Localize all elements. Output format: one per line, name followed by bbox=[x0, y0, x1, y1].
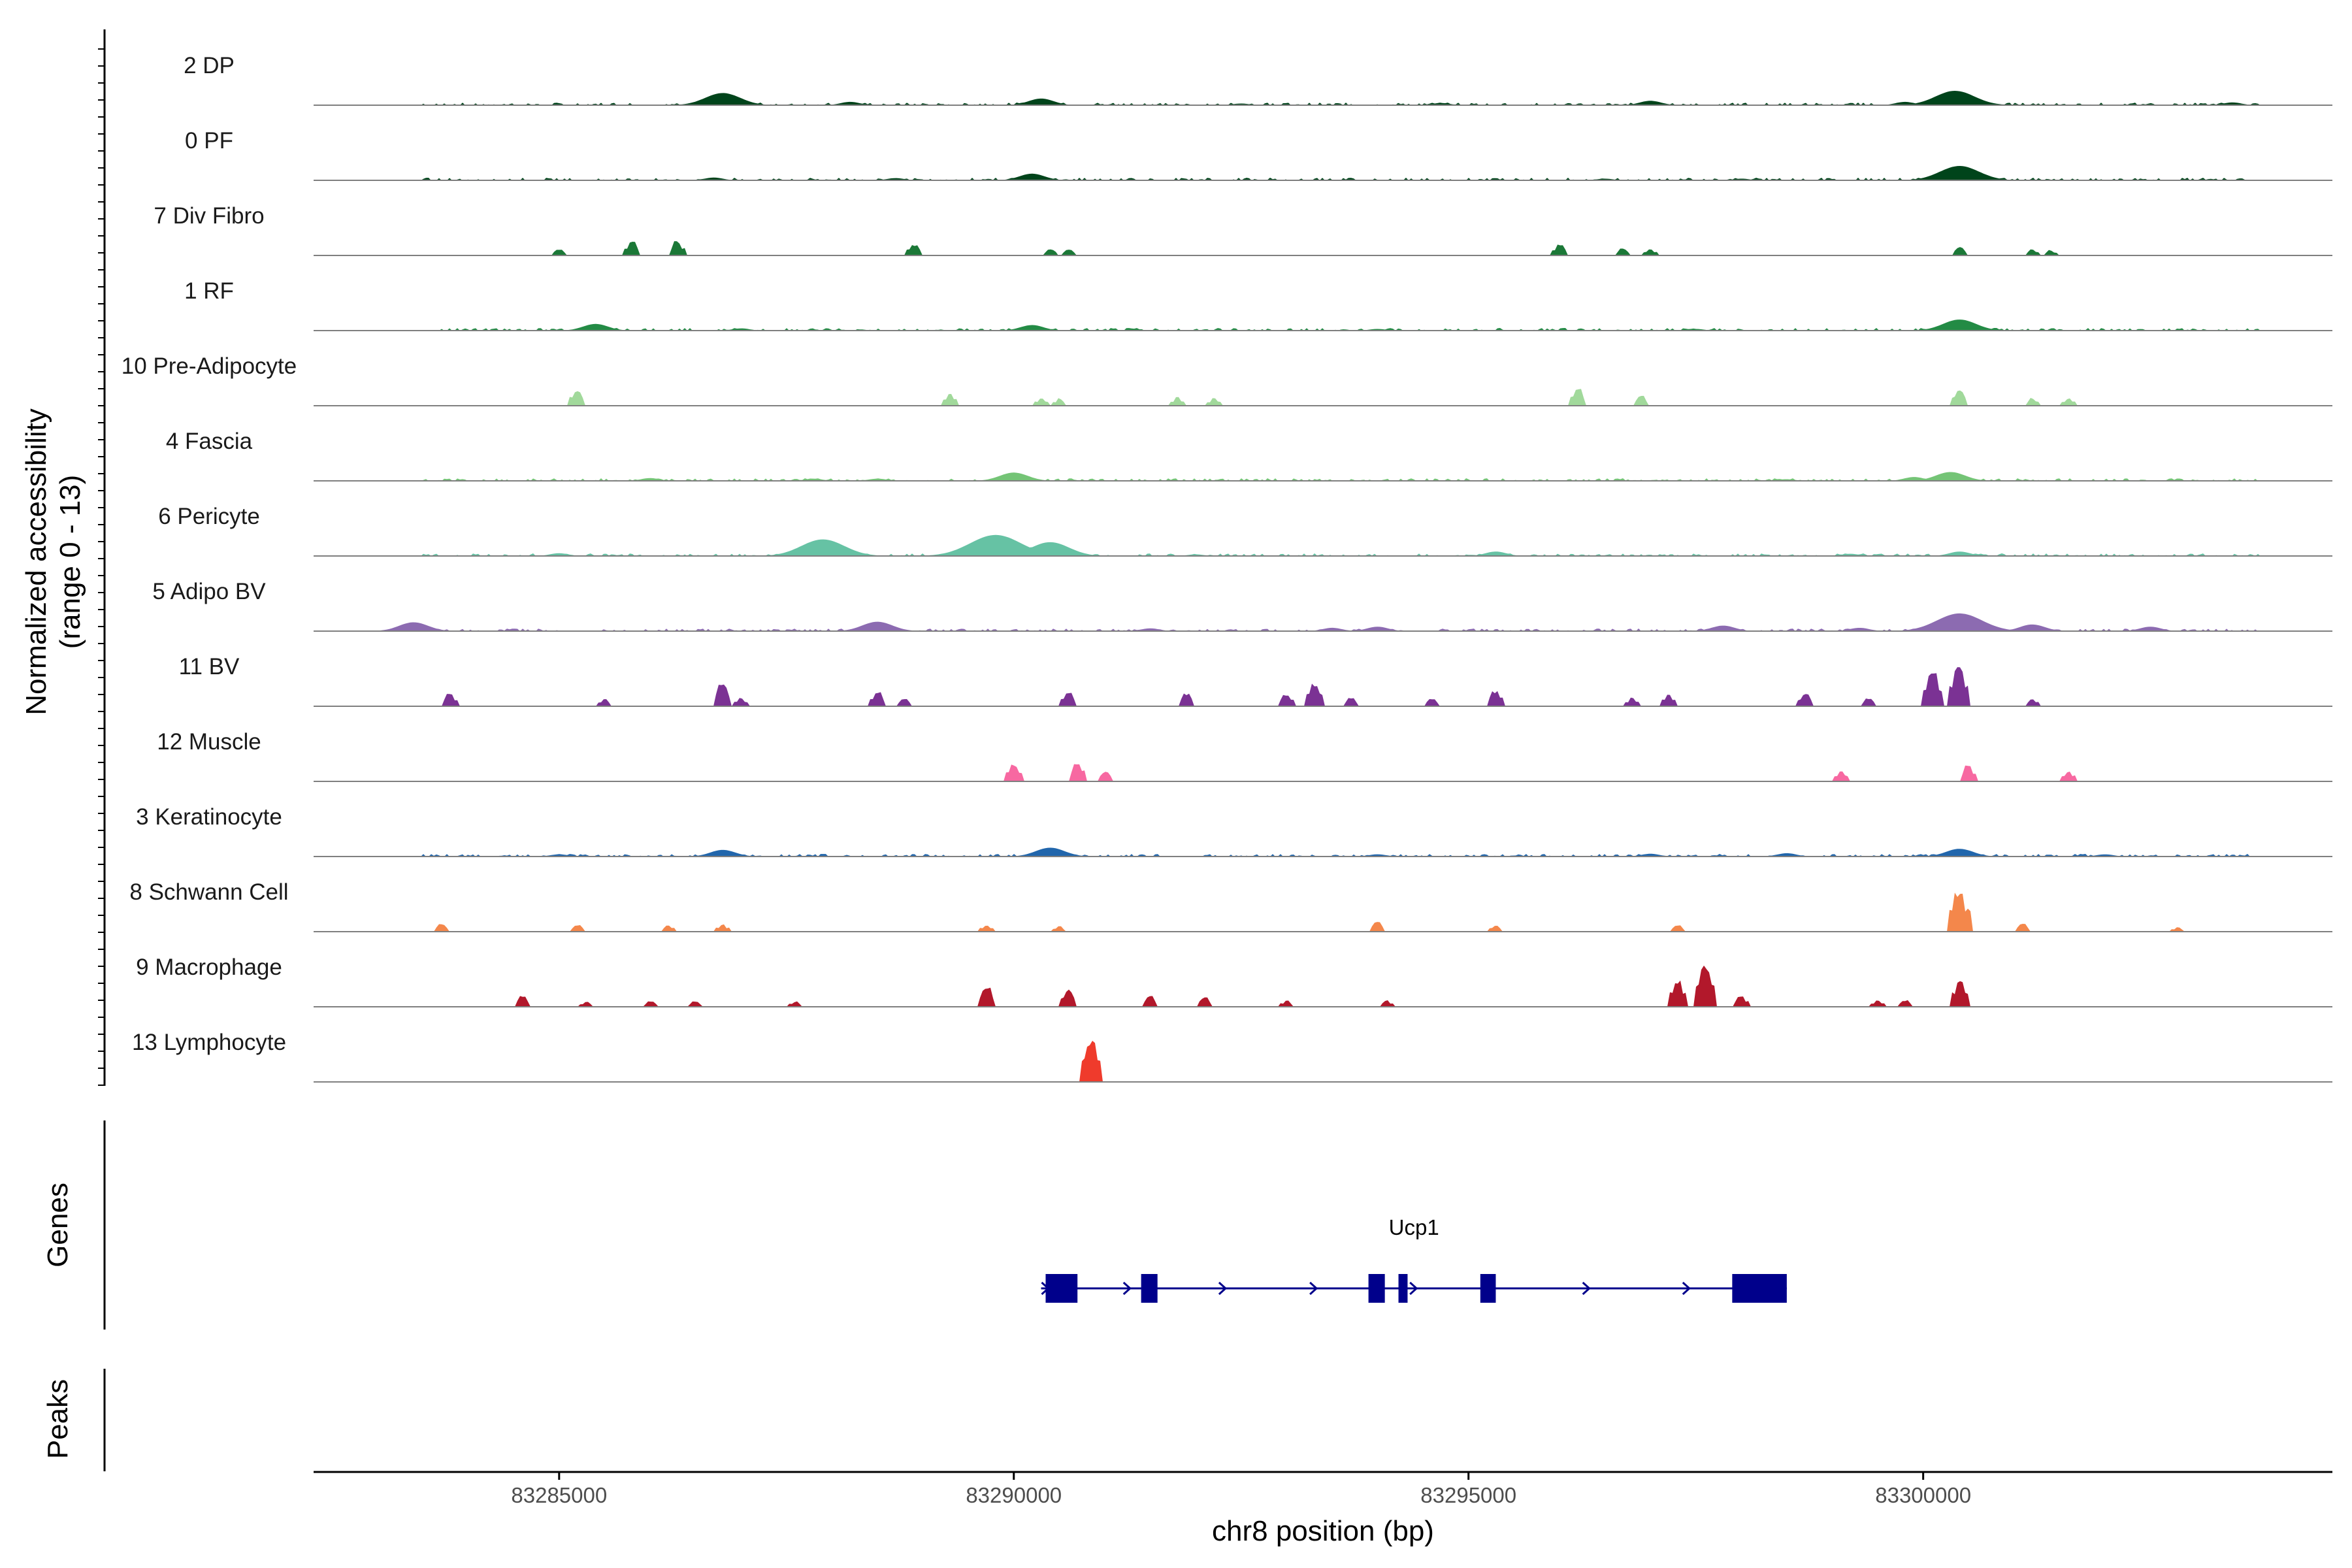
coverage-area bbox=[314, 241, 2332, 255]
x-tick-label: 83295000 bbox=[1420, 1483, 1516, 1507]
track-label: 12 Muscle bbox=[157, 729, 261, 755]
strand-arrow bbox=[1682, 1281, 1691, 1296]
track-label: 3 Keratinocyte bbox=[136, 804, 282, 830]
coverage-area bbox=[314, 892, 2332, 932]
coverage-area bbox=[314, 319, 2332, 331]
track-8-schwann-cell: 8 Schwann Cell bbox=[129, 879, 2332, 932]
coverage-area bbox=[314, 667, 2332, 706]
strand-arrow bbox=[1309, 1281, 1318, 1296]
track-label: 6 Pericyte bbox=[158, 504, 260, 529]
strand-arrow bbox=[1218, 1281, 1228, 1296]
gene-exon bbox=[1480, 1274, 1496, 1303]
track-10-pre-adipocyte: 10 Pre-Adipocyte bbox=[122, 353, 2332, 406]
strand-arrow bbox=[1409, 1281, 1418, 1296]
coverage-area bbox=[314, 764, 2332, 781]
track-6-pericyte: 6 Pericyte bbox=[158, 504, 2332, 557]
x-axis-title: chr8 position (bp) bbox=[1212, 1515, 1434, 1547]
x-tick-label: 83300000 bbox=[1875, 1483, 1971, 1507]
coverage-area bbox=[314, 389, 2332, 406]
gene-exon bbox=[1368, 1274, 1385, 1303]
track-7-div-fibro: 7 Div Fibro bbox=[154, 203, 2332, 256]
genes-panel-title: Genes bbox=[42, 1183, 74, 1267]
x-tick-label: 83285000 bbox=[511, 1483, 607, 1507]
track-label: 11 BV bbox=[179, 654, 240, 679]
gene-exon bbox=[1045, 1274, 1078, 1303]
coverage-area bbox=[314, 847, 2332, 857]
track-9-macrophage: 9 Macrophage bbox=[136, 955, 2332, 1007]
gene-exon bbox=[1732, 1274, 1787, 1303]
y-axis-title-line2: (range 0 - 13) bbox=[54, 475, 86, 649]
coverage-area bbox=[314, 534, 2332, 556]
coverage-area bbox=[314, 472, 2332, 481]
gene-exon bbox=[1398, 1274, 1408, 1303]
track-label: 2 DP bbox=[184, 53, 235, 78]
peaks-panel-title: Peaks bbox=[42, 1379, 74, 1459]
gene-track bbox=[1041, 1274, 1787, 1303]
track-12-muscle: 12 Muscle bbox=[157, 729, 2332, 782]
track-label: 7 Div Fibro bbox=[154, 203, 264, 229]
track-5-adipo-bv: 5 Adipo BV bbox=[152, 579, 2332, 632]
track-13-lymphocyte: 13 Lymphocyte bbox=[132, 1030, 2332, 1083]
coverage-area bbox=[314, 166, 2332, 180]
coverage-area bbox=[314, 965, 2332, 1007]
x-axis: 83285000 83290000 83295000 83300000 bbox=[511, 1472, 1971, 1507]
coverage-area bbox=[314, 613, 2332, 631]
track-label: 5 Adipo BV bbox=[152, 579, 266, 604]
coverage-tracks: 2 DP 0 PF 7 Div Fibro 1 RF 10 Pre-Adipocyte 4… bbox=[122, 53, 2332, 1083]
coverage-area bbox=[314, 1041, 2332, 1082]
coverage-area bbox=[314, 91, 2332, 105]
track-label: 13 Lymphocyte bbox=[132, 1030, 286, 1055]
gene-exon bbox=[1141, 1274, 1158, 1303]
track-4-fascia: 4 Fascia bbox=[166, 429, 2332, 482]
track-label: 0 PF bbox=[185, 128, 233, 154]
track-1-rf: 1 RF bbox=[184, 278, 2332, 331]
track-0-pf: 0 PF bbox=[185, 128, 2332, 181]
track-label: 1 RF bbox=[184, 278, 234, 304]
y-axis-title-line1: Normalized accessibility bbox=[20, 408, 52, 715]
track-3-keratinocyte: 3 Keratinocyte bbox=[136, 804, 2332, 857]
track-11-bv: 11 BV bbox=[179, 654, 2332, 707]
track-label: 8 Schwann Cell bbox=[129, 879, 288, 905]
y-axis bbox=[98, 29, 106, 1086]
track-label: 9 Macrophage bbox=[136, 955, 282, 980]
track-2-dp: 2 DP bbox=[184, 53, 2332, 106]
track-label: 4 Fascia bbox=[166, 429, 253, 454]
x-tick-label: 83290000 bbox=[966, 1483, 1062, 1507]
strand-arrow bbox=[1582, 1281, 1591, 1296]
strand-arrow bbox=[1122, 1281, 1132, 1296]
gene-label: Ucp1 bbox=[1389, 1215, 1439, 1239]
track-label: 10 Pre-Adipocyte bbox=[122, 353, 297, 379]
